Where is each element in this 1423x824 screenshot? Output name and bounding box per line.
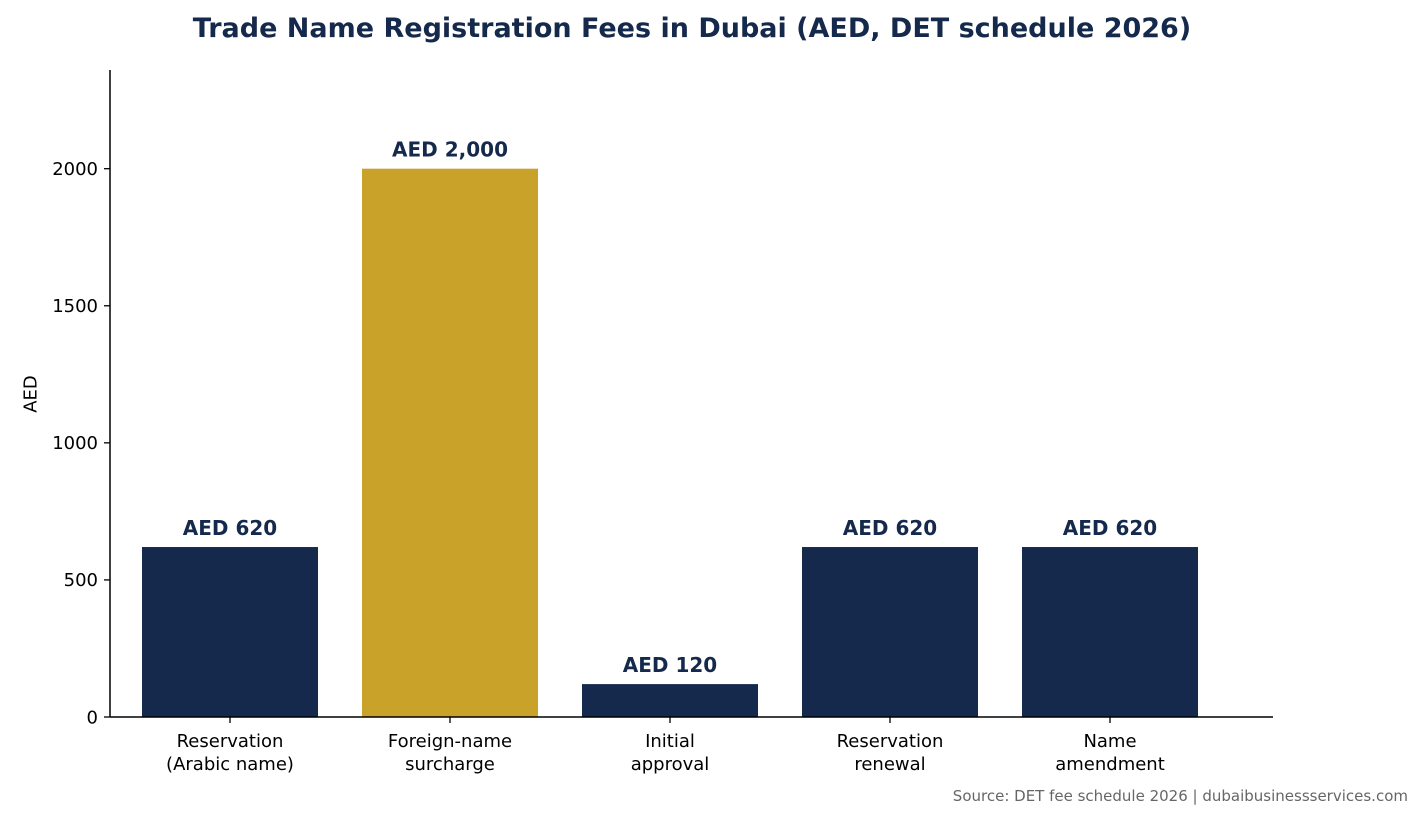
y-tick-label: 500 [64, 570, 98, 591]
chart-title: Trade Name Registration Fees in Dubai (A… [193, 13, 1191, 44]
bar [582, 684, 758, 717]
x-axis-ticks: Reservation (Arabic name) Foreign-name surc… [166, 717, 1165, 775]
x-category-label: Foreign-name surcharge [388, 731, 512, 775]
bar-value-label: AED 120 [623, 653, 717, 677]
bar-value-label: AED 620 [843, 516, 937, 540]
x-category-label: Name amendment [1055, 731, 1165, 775]
y-tick-label: 1500 [52, 296, 98, 317]
bar-value-label: AED 620 [183, 516, 277, 540]
bar [362, 168, 538, 717]
source-note: Source: DET fee schedule 2026 | dubaibus… [953, 787, 1408, 805]
y-tick-label: 1000 [52, 433, 98, 454]
bar [802, 547, 978, 717]
bar [1022, 547, 1198, 717]
x-category-label: Reservation (Arabic name) [166, 731, 294, 775]
bar-value-label: AED 2,000 [392, 138, 508, 162]
y-tick-label: 0 [87, 707, 98, 728]
y-tick-label: 2000 [52, 159, 98, 180]
x-category-label: Initial approval [631, 731, 710, 775]
y-axis-label: AED [20, 375, 41, 413]
bar-value-label: AED 620 [1063, 516, 1157, 540]
bars: AED 620 AED 2,000 AED 120 AED 620 AED 620 [142, 138, 1198, 717]
x-category-label: Reservation renewal [837, 731, 944, 775]
y-axis-ticks: 0 500 1000 1500 2000 [52, 159, 110, 728]
bar [142, 547, 318, 717]
